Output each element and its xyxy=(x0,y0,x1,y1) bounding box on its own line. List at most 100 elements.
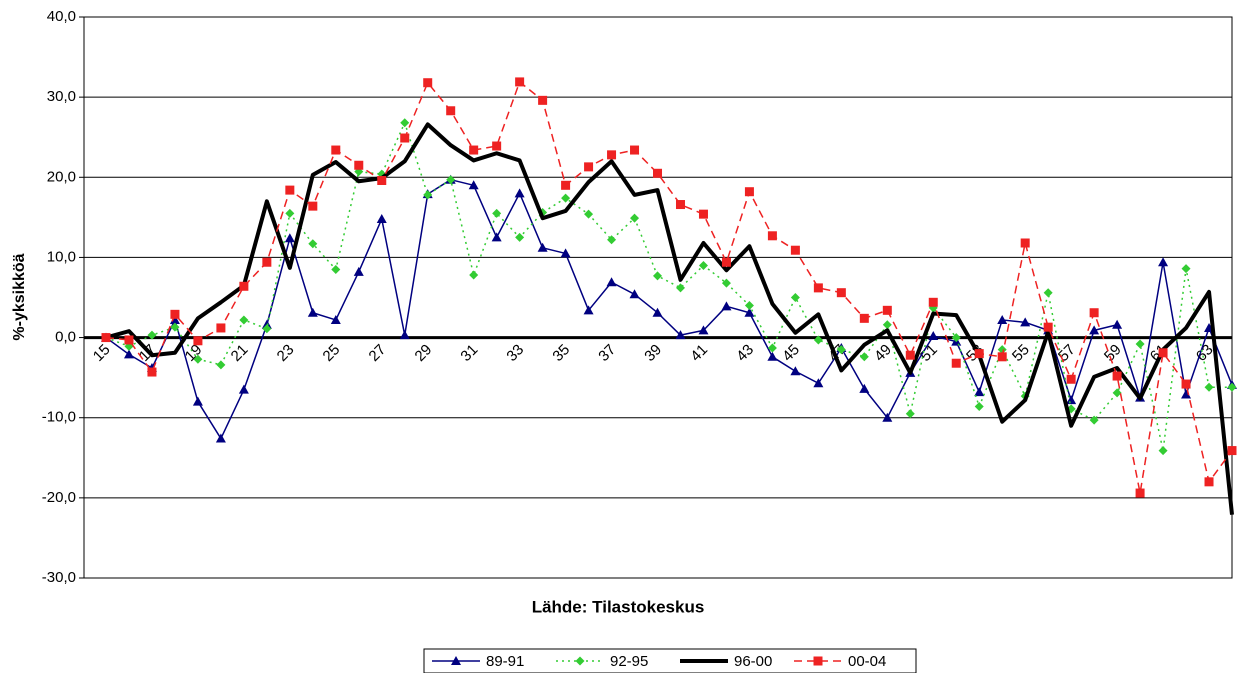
marker xyxy=(239,315,249,325)
marker xyxy=(1158,257,1169,267)
y-tick-label: 0,0 xyxy=(55,329,76,346)
marker xyxy=(331,264,341,274)
marker xyxy=(262,257,272,267)
marker xyxy=(193,336,203,346)
marker xyxy=(1112,388,1122,398)
marker xyxy=(813,378,824,388)
marker xyxy=(124,335,134,345)
marker xyxy=(836,345,846,355)
marker xyxy=(767,231,777,241)
marker xyxy=(997,314,1008,324)
marker xyxy=(721,257,731,267)
marker xyxy=(123,349,134,359)
marker xyxy=(1112,371,1122,381)
marker xyxy=(1204,477,1214,487)
marker xyxy=(928,297,938,307)
marker xyxy=(147,367,157,377)
marker xyxy=(653,271,663,281)
marker xyxy=(169,314,180,324)
marker xyxy=(767,351,778,361)
y-tick-label: 20,0 xyxy=(47,168,76,185)
marker xyxy=(491,232,502,242)
marker xyxy=(1135,339,1145,349)
marker xyxy=(583,305,594,315)
marker xyxy=(629,289,640,299)
marker xyxy=(721,301,732,311)
marker xyxy=(584,162,594,172)
marker xyxy=(905,350,915,360)
marker xyxy=(1158,348,1168,358)
marker xyxy=(561,193,571,203)
legend-label: 92-95 xyxy=(610,653,648,670)
marker xyxy=(492,141,502,151)
marker xyxy=(469,270,479,280)
marker xyxy=(951,333,961,343)
marker xyxy=(652,307,663,317)
marker xyxy=(261,319,272,329)
marker xyxy=(423,78,433,88)
marker xyxy=(330,314,341,324)
marker xyxy=(882,320,892,330)
marker xyxy=(1089,325,1100,335)
marker xyxy=(974,401,984,411)
marker xyxy=(170,309,180,319)
y-tick-label: 30,0 xyxy=(47,88,76,105)
marker xyxy=(469,145,479,155)
marker xyxy=(813,283,823,293)
marker xyxy=(331,145,341,155)
marker xyxy=(285,208,295,218)
marker xyxy=(1089,308,1099,318)
y-tick-label: -20,0 xyxy=(42,489,76,506)
marker xyxy=(859,383,870,393)
marker xyxy=(721,278,731,288)
legend-marker xyxy=(813,656,823,666)
marker xyxy=(514,188,525,198)
marker xyxy=(974,349,984,359)
marker xyxy=(101,333,111,343)
series-line xyxy=(105,81,1233,494)
marker xyxy=(354,160,364,170)
series-line xyxy=(105,122,1234,515)
marker xyxy=(1204,382,1214,392)
marker xyxy=(905,409,915,419)
series-line xyxy=(105,122,1232,452)
marker xyxy=(560,248,571,258)
marker xyxy=(353,266,364,276)
marker xyxy=(1158,446,1168,456)
marker xyxy=(1227,446,1237,456)
marker xyxy=(1135,488,1145,498)
marker xyxy=(1020,238,1030,248)
marker xyxy=(400,133,410,143)
marker xyxy=(216,360,226,370)
marker xyxy=(790,293,800,302)
marker xyxy=(446,175,456,185)
marker xyxy=(675,283,685,293)
marker xyxy=(1181,389,1192,399)
marker xyxy=(767,343,777,353)
legend-label: 89-91 xyxy=(486,653,524,670)
marker xyxy=(675,200,685,210)
marker xyxy=(653,168,663,178)
legend-label: 00-04 xyxy=(848,653,886,670)
marker xyxy=(744,187,754,197)
marker xyxy=(376,213,387,223)
marker xyxy=(1043,322,1053,332)
marker xyxy=(262,324,272,334)
marker xyxy=(537,242,548,252)
marker xyxy=(238,384,249,394)
marker xyxy=(675,330,686,340)
marker xyxy=(192,396,203,406)
marker xyxy=(239,281,249,291)
marker xyxy=(813,335,823,345)
marker xyxy=(607,150,617,160)
marker xyxy=(492,208,502,218)
marker xyxy=(698,209,708,219)
marker xyxy=(538,95,548,105)
marker xyxy=(744,301,754,311)
marker xyxy=(1066,374,1076,384)
y-tick-label: -30,0 xyxy=(42,569,76,586)
marker xyxy=(147,330,157,340)
marker xyxy=(308,201,318,211)
y-axis-label: %-yksikköä xyxy=(11,253,28,340)
